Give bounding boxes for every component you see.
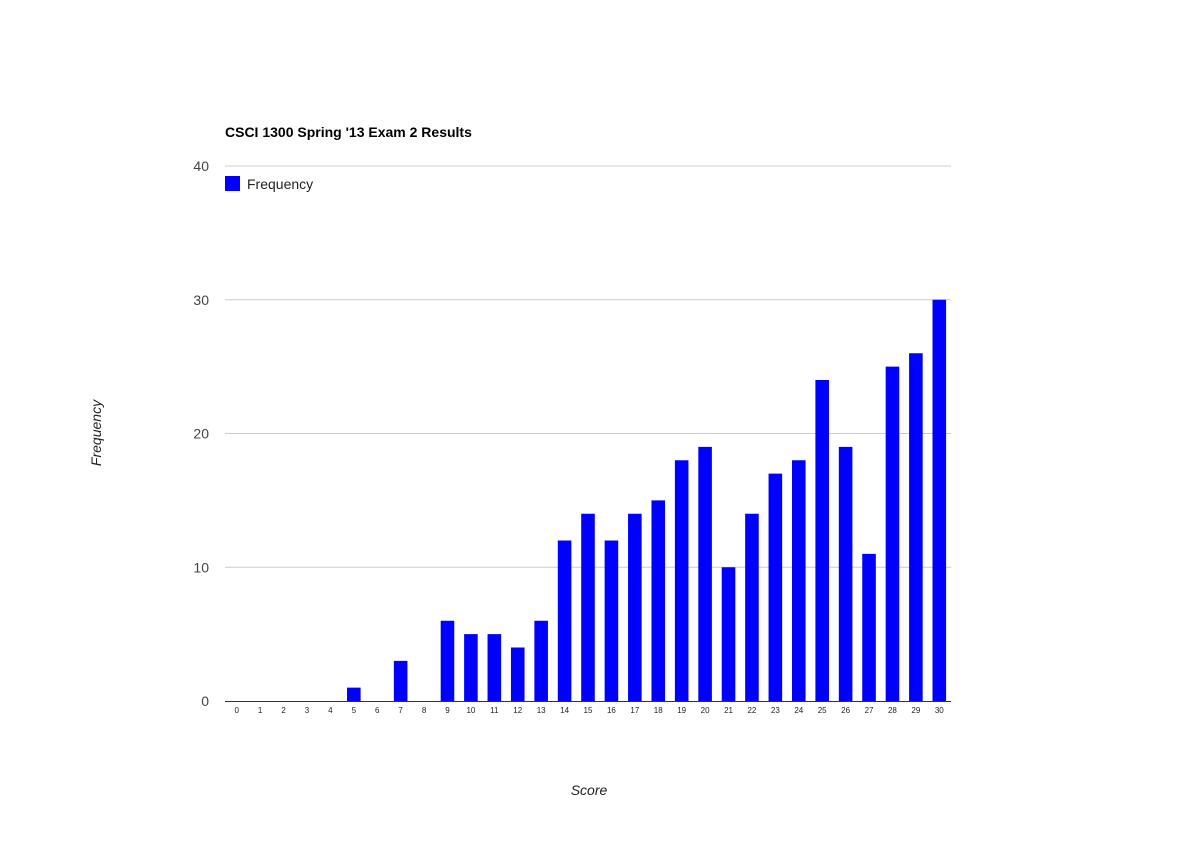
x-tick-label: 20: [701, 706, 710, 715]
y-tick-label: 0: [201, 693, 209, 709]
x-tick-label: 23: [771, 706, 780, 715]
bar-score-22: [745, 513, 759, 701]
x-tick-label: 27: [865, 706, 874, 715]
bar-score-10: [464, 634, 478, 701]
x-tick-label: 11: [490, 706, 499, 715]
bar-score-29: [909, 353, 923, 701]
legend-swatch-frequency: [225, 176, 240, 191]
legend: Frequency: [225, 176, 313, 192]
x-tick-label: 22: [747, 706, 756, 715]
y-tick-label: 40: [193, 158, 209, 174]
bar-score-14: [557, 540, 572, 701]
bars: [347, 299, 947, 701]
y-tick-label: 30: [193, 292, 209, 308]
x-tick-label: 21: [724, 706, 733, 715]
bar-score-7: [393, 660, 408, 701]
bar-score-30: [932, 299, 947, 701]
x-tick-label: 10: [466, 706, 475, 715]
x-tick-label: 13: [537, 706, 546, 715]
x-tick-label: 9: [445, 706, 450, 715]
bar-score-16: [604, 540, 619, 701]
x-tick-label: 17: [630, 706, 639, 715]
x-tick-label: 19: [677, 706, 686, 715]
bar-score-23: [768, 473, 783, 701]
x-axis-ticks: 0 1 2 3 4 5 6 7 8 9 10 11 12 13 14 15 16 17 18 19 20 21 22 23 24…: [234, 706, 944, 715]
x-tick-label: 25: [818, 706, 827, 715]
bar-score-13: [534, 620, 548, 701]
x-tick-label: 18: [654, 706, 663, 715]
x-tick-label: 4: [328, 706, 333, 715]
bar-score-21: [721, 567, 736, 701]
x-tick-label: 2: [281, 706, 286, 715]
bar-score-20: [698, 446, 712, 701]
bar-score-18: [651, 500, 666, 701]
bar-score-25: [815, 380, 829, 701]
y-axis-label: Frequency: [88, 399, 104, 466]
bar-score-17: [628, 513, 642, 701]
y-tick-label: 20: [193, 426, 209, 442]
x-tick-label: 0: [234, 706, 239, 715]
x-tick-label: 16: [607, 706, 616, 715]
bar-score-28: [885, 366, 900, 701]
x-tick-label: 3: [305, 706, 310, 715]
legend-label-frequency: Frequency: [247, 176, 313, 192]
bar-score-15: [581, 513, 595, 701]
bar-score-12: [510, 647, 525, 701]
x-tick-label: 8: [422, 706, 427, 715]
bar-score-27: [862, 553, 876, 701]
x-tick-label: 6: [375, 706, 380, 715]
x-tick-label: 30: [935, 706, 944, 715]
x-tick-label: 5: [352, 706, 357, 715]
bar-score-11: [487, 634, 502, 701]
y-axis-ticks: 0 10 20 30 40: [193, 158, 209, 709]
x-tick-label: 14: [560, 706, 569, 715]
x-tick-label: 26: [841, 706, 850, 715]
x-tick-label: 24: [794, 706, 803, 715]
bar-score-5: [347, 687, 361, 701]
x-tick-label: 28: [888, 706, 897, 715]
x-tick-label: 29: [911, 706, 920, 715]
bar-score-26: [838, 446, 853, 701]
bar-score-9: [440, 620, 455, 701]
x-axis-label: Score: [571, 782, 608, 798]
y-tick-label: 10: [193, 559, 209, 575]
x-tick-label: 1: [258, 706, 263, 715]
x-tick-label: 15: [584, 706, 593, 715]
bar-score-24: [791, 460, 806, 701]
chart-title: CSCI 1300 Spring '13 Exam 2 Results: [225, 124, 472, 140]
x-tick-label: 7: [398, 706, 403, 715]
bar-score-19: [674, 460, 689, 701]
x-tick-label: 12: [513, 706, 522, 715]
